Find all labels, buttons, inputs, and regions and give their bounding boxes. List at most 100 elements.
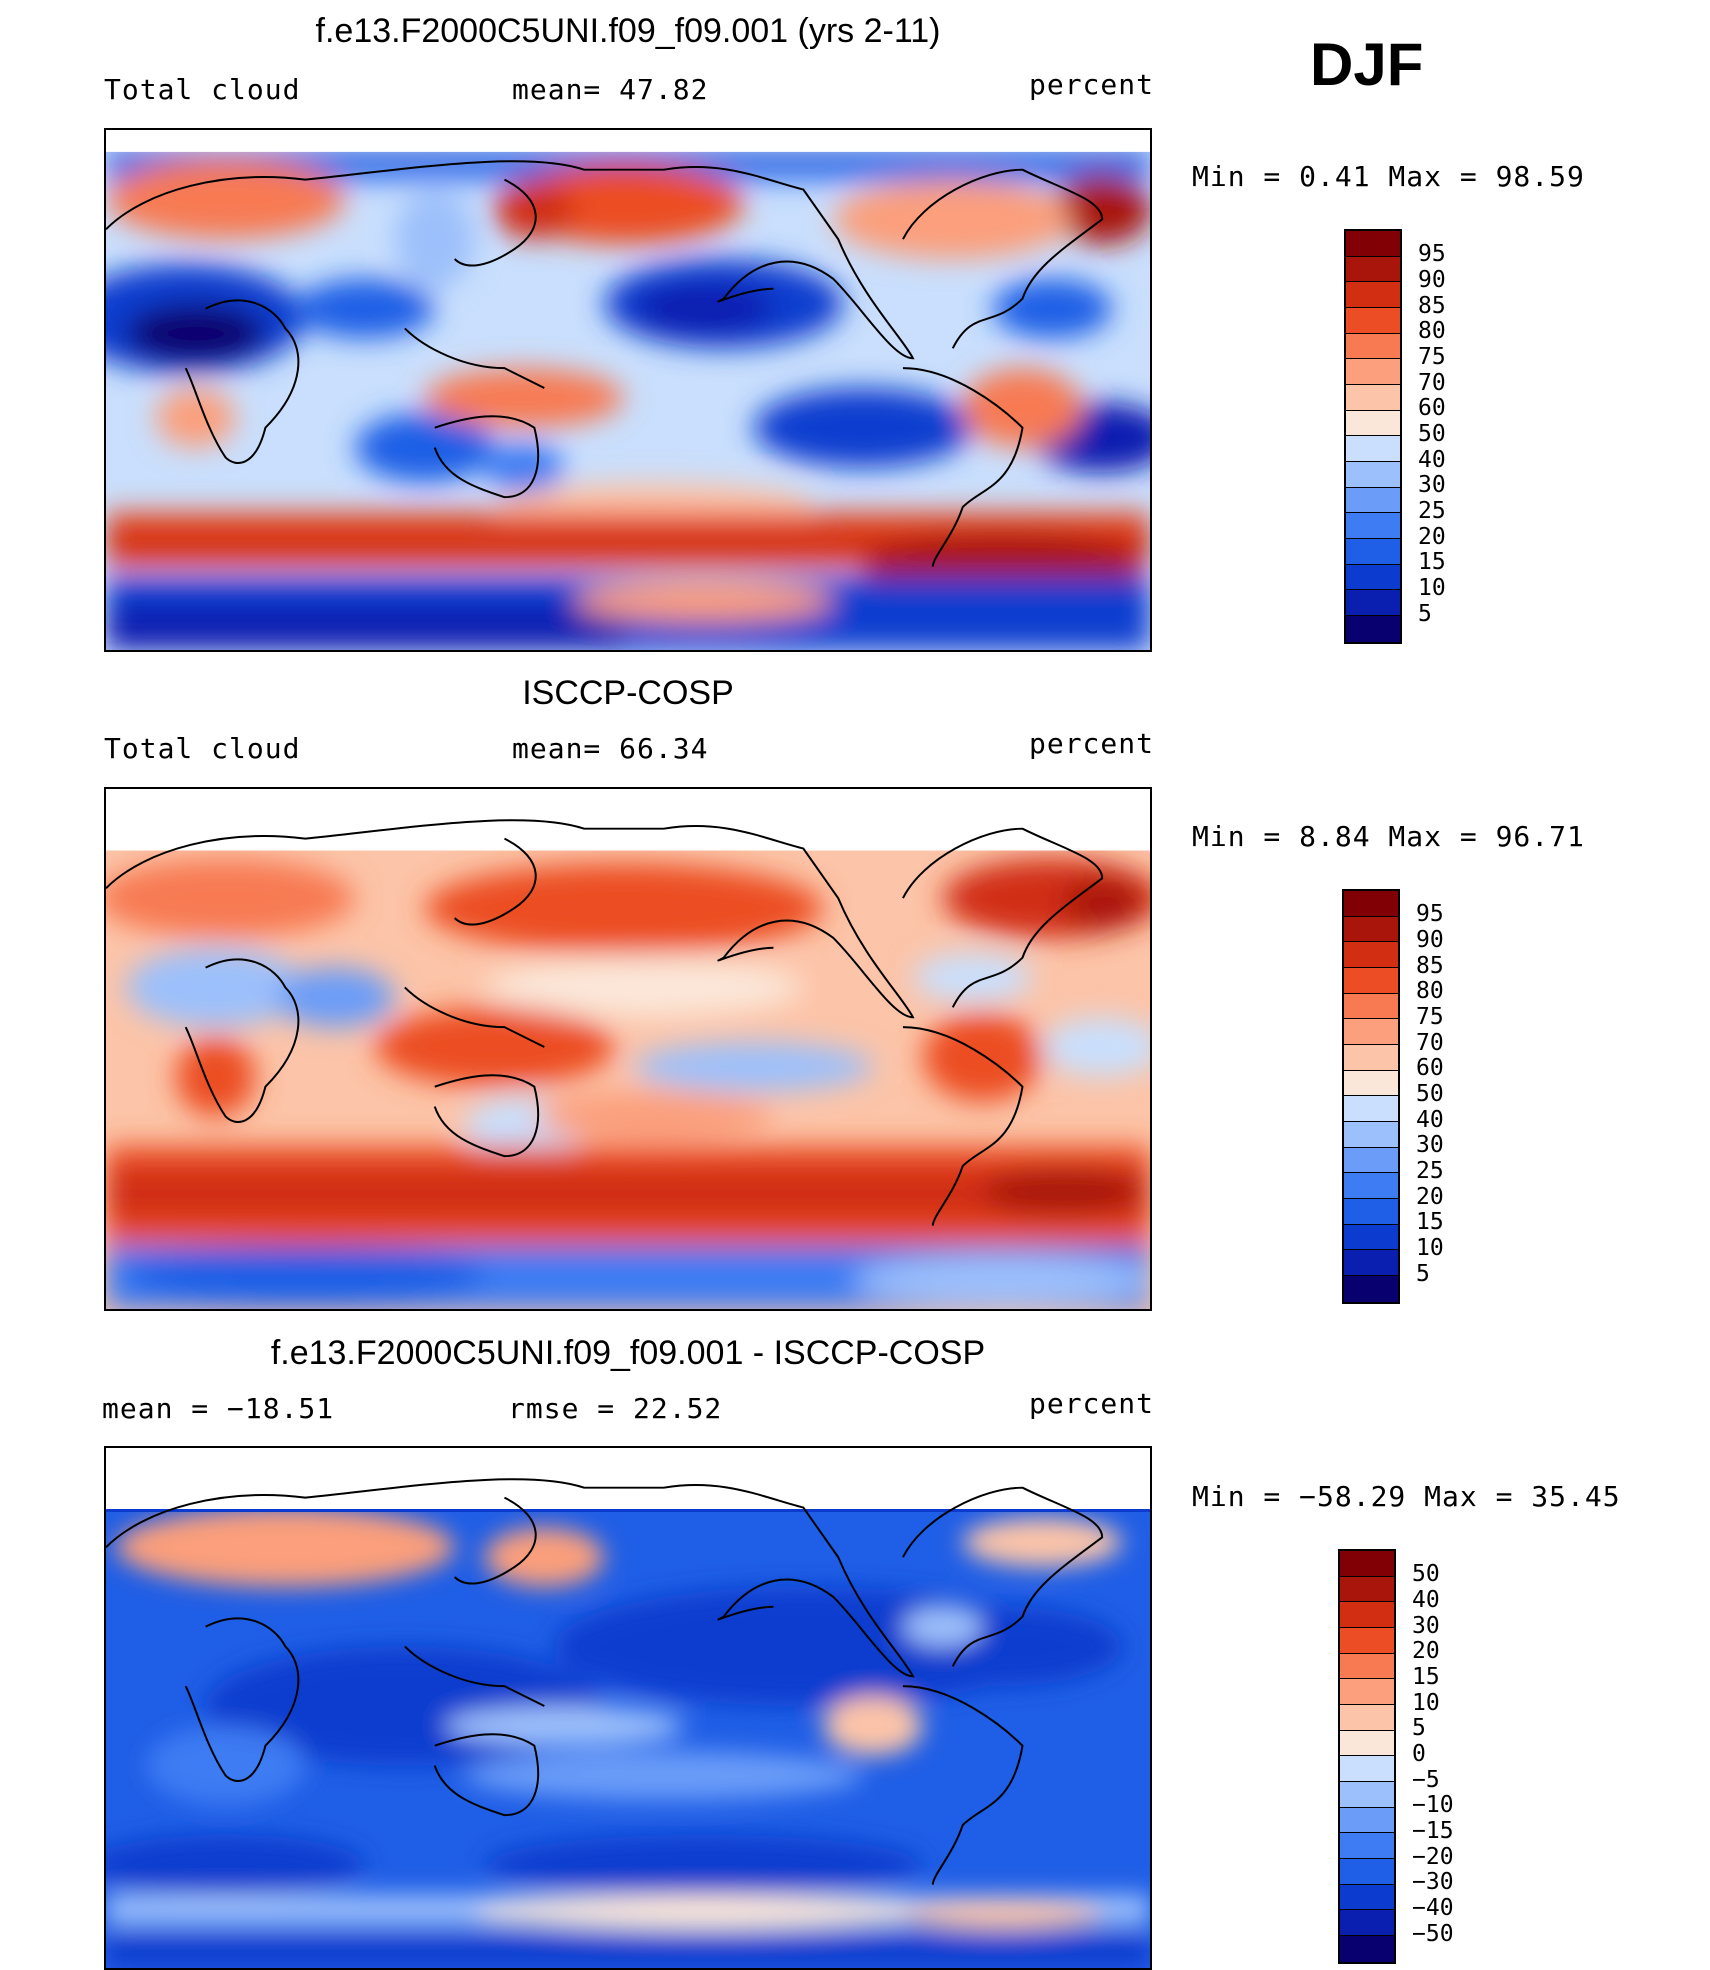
panel-2-colorbar-tick: 80 [1416,978,1444,1004]
panel-2-cloud-field [106,858,1150,1309]
panel-3-colorbar-tick: 30 [1412,1613,1440,1639]
panel-1-map [104,128,1152,652]
panel-2-colorbar-swatch [1344,1019,1398,1045]
panel-3-colorbar-swatch [1340,1551,1394,1577]
panel-1-colorbar-swatch [1346,615,1400,642]
panel-3-colorbar-tick: 15 [1412,1664,1440,1690]
panel-1-colorbar-tick: 5 [1418,601,1432,627]
panel-3-colorbar-tick: −5 [1412,1767,1440,1793]
panel-3-colorbar-swatch [1340,1756,1394,1782]
panel-2-colorbar-tick: 75 [1416,1004,1444,1030]
panel-3-min-max: Min = −58.29 Max = 35.45 [1192,1480,1621,1513]
panel-1-colorbar-tick: 70 [1418,370,1446,396]
panel-1-colorbar-swatch [1346,282,1400,308]
panel-3-mean-label: mean = −18.51 [102,1392,335,1425]
panel-2-mean-label: mean= 66.34 [512,732,709,765]
panel-2-colorbar-swatch [1344,891,1398,917]
season-label: DJF [1310,31,1424,98]
panel-1-colorbar-tick: 95 [1418,241,1446,267]
panel-2-colorbar-tick: 40 [1416,1107,1444,1133]
panel-1-colorbar-tick: 60 [1418,395,1446,421]
panel-1-cloud-field [106,151,1150,650]
panel-1-colorbar-tick: 50 [1418,421,1446,447]
panel-1-colorbar-swatch [1346,487,1400,514]
panel-1-colorbar-tick: 40 [1418,447,1446,473]
panel-2-colorbar-tick: 30 [1416,1132,1444,1158]
panel-2-colorbar-tick: 85 [1416,953,1444,979]
panel-3-colorbar-swatch [1340,1576,1394,1603]
panel-3-colorbar-swatch [1340,1730,1394,1757]
panel-3-colorbar-swatch [1340,1704,1394,1731]
panel-3-colorbar-tick: 0 [1412,1741,1426,1767]
panel-1-colorbar-tick: 75 [1418,344,1446,370]
panel-2-colorbar-tick: 95 [1416,901,1444,927]
panel-1-map-svg [106,151,1150,650]
panel-1-colorbar-swatch [1346,410,1400,437]
panel-3-colorbar-tick: −40 [1412,1895,1454,1921]
panel-3-colorbar-tick: −15 [1412,1818,1454,1844]
panel-1-colorbar-swatch [1346,564,1400,591]
panel-3-colorbar-tick: 50 [1412,1561,1440,1587]
panel-3-colorbar-swatch [1340,1679,1394,1705]
panel-3-map-svg [106,1478,1150,1968]
panel-2-colorbar-tick: 10 [1416,1235,1444,1261]
panel-1-colorbar-tick: 25 [1418,498,1446,524]
panel-2-colorbar [1342,889,1400,1304]
panel-2-colorbar-swatch [1344,916,1398,943]
panel-1-colorbar-swatch [1346,333,1400,360]
panel-3-colorbar-swatch [1340,1807,1394,1834]
panel-1-colorbar-tick: 30 [1418,472,1446,498]
panel-1-colorbar-swatch [1346,436,1400,462]
panel-3-colorbar-swatch [1340,1653,1394,1680]
panel-2-variable-label: Total cloud [104,732,301,765]
panel-2-colorbar-swatch [1344,1121,1398,1148]
panel-1-mean-label: mean= 47.82 [512,73,709,106]
panel-2-colorbar-tick: 15 [1416,1209,1444,1235]
panel-2-coastlines [106,819,1104,1226]
panel-2-colorbar-swatch [1344,1250,1398,1276]
panel-2-map [104,787,1152,1311]
panel-2-units-label: percent [1028,727,1154,760]
panel-3-colorbar-tick: 10 [1412,1690,1440,1716]
panel-3-colorbar-swatch [1340,1884,1394,1911]
panel-1-colorbar-swatch [1346,513,1400,539]
panel-2-colorbar-swatch [1344,1070,1398,1097]
panel-3-colorbar-tick: −20 [1412,1844,1454,1870]
panel-1-variable-label: Total cloud [104,73,301,106]
panel-2-min-max: Min = 8.84 Max = 96.71 [1192,820,1585,853]
panel-1-colorbar-swatch [1346,538,1400,565]
panel-2-colorbar-swatch [1344,1147,1398,1174]
panel-1-colorbar-swatch [1346,307,1400,334]
panel-2-colorbar-tick: 5 [1416,1261,1430,1287]
panel-1-colorbar [1344,229,1402,644]
panel-3-map [104,1446,1152,1970]
panel-1-colorbar-swatch [1346,359,1400,385]
panel-1-colorbar-swatch [1346,590,1400,616]
panel-1-min-max: Min = 0.41 Max = 98.59 [1192,160,1585,193]
panel-3-colorbar-swatch [1340,1781,1394,1808]
panel-3-colorbar-tick: −10 [1412,1792,1454,1818]
panel-3-rmse-label: rmse = 22.52 [508,1392,723,1425]
panel-2-colorbar-swatch [1344,1173,1398,1199]
panel-3-colorbar-tick: 5 [1412,1715,1426,1741]
panel-3-colorbar-swatch [1340,1935,1394,1962]
panel-2-colorbar-tick: 25 [1416,1158,1444,1184]
panel-3-coastlines [106,1478,1104,1885]
panel-2-colorbar-swatch [1344,993,1398,1020]
panel-3-colorbar-swatch [1340,1627,1394,1654]
panel-2-colorbar-swatch [1344,967,1398,994]
panel-3-units-label: percent [1028,1387,1154,1420]
panel-2-colorbar-swatch [1344,942,1398,968]
panel-2-colorbar-swatch [1344,1198,1398,1225]
panel-3-colorbar-tick: −50 [1412,1921,1454,1947]
panel-1-colorbar-swatch [1346,384,1400,411]
panel-3-title: f.e13.F2000C5UNI.f09_f09.001 - ISCCP-COS… [270,1334,986,1372]
panel-2-colorbar-tick: 20 [1416,1184,1444,1210]
panel-3-colorbar-tick: −30 [1412,1869,1454,1895]
panel-1-colorbar-swatch [1346,256,1400,283]
panel-3-difference-field [106,1510,1150,1968]
panel-1-colorbar-swatch [1346,231,1400,257]
panel-1-units-label: percent [1028,68,1154,101]
panel-3-colorbar-swatch [1340,1833,1394,1859]
panel-3-colorbar [1338,1549,1396,1964]
